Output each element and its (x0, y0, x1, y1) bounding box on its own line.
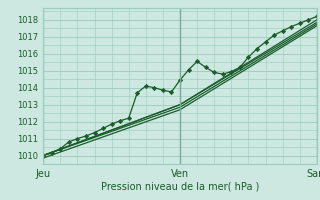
X-axis label: Pression niveau de la mer( hPa ): Pression niveau de la mer( hPa ) (101, 182, 259, 192)
